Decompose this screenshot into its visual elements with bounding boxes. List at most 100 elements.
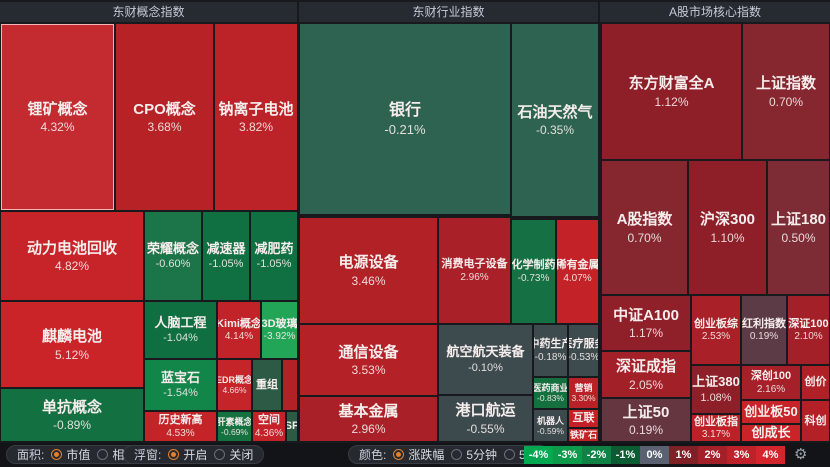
radio-icon[interactable] bbox=[168, 449, 180, 460]
treemap-tile[interactable]: 营销 3.30% bbox=[569, 378, 598, 408]
tile-name: 创业板指 bbox=[694, 415, 738, 428]
tile-name: 银行 bbox=[388, 101, 421, 119]
treemap-tile[interactable] bbox=[283, 360, 297, 410]
tile-value: 4.82% bbox=[54, 259, 90, 274]
scale-segment[interactable]: -4% bbox=[524, 446, 553, 464]
scale-segment[interactable]: 3% bbox=[727, 446, 756, 464]
treemap-tile[interactable]: 上证指数 0.70% bbox=[743, 24, 829, 159]
treemap-tile[interactable]: 基本金属 2.96% bbox=[300, 397, 437, 441]
tile-name: 中证A100 bbox=[613, 306, 679, 324]
tile-name: 减速器 bbox=[206, 240, 246, 256]
treemap-tile[interactable]: 肝素概念 -0.69% bbox=[218, 412, 251, 441]
radio-icon[interactable] bbox=[97, 449, 109, 460]
treemap-tile[interactable]: 电源设备 3.46% bbox=[300, 218, 437, 323]
section-header-concept: 东财概念指数 bbox=[0, 2, 297, 22]
treemap-tile[interactable]: 中证A100 1.17% bbox=[602, 296, 690, 350]
treemap-tile[interactable]: 创业板指 3.17% bbox=[692, 415, 740, 441]
treemap-tile[interactable]: 港口航运 -0.55% bbox=[439, 396, 532, 441]
radio-icon[interactable] bbox=[393, 449, 405, 460]
treemap-tile[interactable]: 红利指数 0.19% bbox=[742, 296, 786, 364]
treemap-tile[interactable]: 深创100 2.16% bbox=[742, 366, 800, 399]
tile-value: 2.10% bbox=[794, 331, 823, 343]
treemap-tile[interactable]: 沪深300 1.10% bbox=[689, 161, 766, 294]
scale-segment[interactable]: 4% bbox=[756, 446, 785, 464]
tile-name: 上证指数 bbox=[755, 75, 816, 93]
scale-segment[interactable]: -1% bbox=[611, 446, 640, 464]
tile-name: EDR概念 bbox=[218, 375, 251, 386]
treemap-tile[interactable]: 麒麟电池 5.12% bbox=[1, 302, 143, 387]
treemap-tile[interactable]: 石油天然气 -0.35% bbox=[512, 24, 598, 216]
treemap-tile[interactable]: 减肥药 -1.05% bbox=[251, 212, 297, 300]
tile-value: 1.12% bbox=[654, 94, 689, 109]
settings-gear-icon[interactable]: ⚙ bbox=[794, 446, 808, 463]
treemap-tile[interactable]: 钠离子电池 3.82% bbox=[215, 24, 297, 210]
treemap-tile[interactable]: 通信设备 3.53% bbox=[300, 325, 437, 395]
scale-segment[interactable]: 1% bbox=[669, 446, 698, 464]
tile-value: -0.83% bbox=[537, 393, 564, 404]
tile-name: 沪深300 bbox=[699, 211, 756, 229]
treemap-tile[interactable]: 创业板综 2.53% bbox=[692, 296, 740, 364]
treemap-tile[interactable]: 科创 bbox=[802, 401, 829, 441]
treemap-tile[interactable]: 锂矿概念 4.32% bbox=[1, 24, 114, 210]
radio-option-5min[interactable]: 5分钟 bbox=[451, 446, 497, 463]
radio-icon[interactable] bbox=[451, 449, 463, 460]
radio-icon[interactable] bbox=[51, 449, 63, 460]
treemap-tile[interactable]: 创价 bbox=[802, 366, 829, 399]
treemap-tile[interactable]: 荣耀概念 -0.60% bbox=[145, 212, 201, 300]
treemap-tile[interactable]: 动力电池回收 4.82% bbox=[1, 212, 143, 300]
radio-option-market-cap[interactable]: 市值 bbox=[51, 446, 90, 463]
tile-value: -0.73% bbox=[517, 272, 550, 284]
treemap-tile[interactable]: 东方财富全A 1.12% bbox=[602, 24, 741, 159]
treemap-tile[interactable]: 深证成指 2.05% bbox=[602, 352, 690, 397]
tile-value: 3.17% bbox=[701, 429, 731, 441]
option-label: 涨跌幅 bbox=[408, 448, 445, 462]
color-label: 颜色: bbox=[359, 448, 387, 462]
treemap-tile[interactable]: 重组 bbox=[253, 360, 281, 410]
treemap-tile[interactable]: 减速器 -1.05% bbox=[203, 212, 249, 300]
tile-value: 0.50% bbox=[781, 230, 816, 245]
treemap-tile[interactable]: 稀有金属 4.07% bbox=[557, 220, 598, 323]
treemap-tile[interactable]: EDR概念 4.66% bbox=[218, 360, 251, 410]
radio-icon[interactable] bbox=[214, 449, 226, 460]
treemap-tile[interactable]: 空间 4.36% bbox=[253, 412, 285, 441]
scale-segment[interactable]: -2% bbox=[582, 446, 611, 464]
radio-option-float-on[interactable]: 开启 bbox=[168, 446, 207, 463]
treemap-tile[interactable]: 银行 -0.21% bbox=[300, 24, 510, 214]
treemap-tile[interactable]: 创成长 bbox=[742, 425, 800, 441]
treemap-tile[interactable]: 航空航天装备 -0.10% bbox=[439, 325, 532, 394]
treemap-tile[interactable]: 铁矿石 bbox=[569, 429, 598, 441]
tile-name: 航空航天装备 bbox=[446, 344, 525, 360]
treemap-tile[interactable]: 历史新高 4.53% bbox=[145, 412, 216, 441]
tile-name: 重组 bbox=[256, 378, 278, 391]
radio-option-change-pct[interactable]: 涨跌幅 bbox=[393, 446, 444, 463]
treemap-tile[interactable]: 消费电子设备 2.96% bbox=[439, 218, 510, 323]
scale-segment[interactable]: -3% bbox=[553, 446, 582, 464]
treemap-tile[interactable]: 创业板50 bbox=[742, 401, 800, 423]
tile-name: 化学制药 bbox=[512, 259, 555, 272]
treemap-tile[interactable]: 中药生产-0.18% bbox=[534, 325, 567, 376]
treemap-tile[interactable]: 单抗概念 -0.89% bbox=[1, 389, 143, 441]
treemap-tile[interactable]: 人脑工程 -1.04% bbox=[145, 302, 216, 358]
treemap-tile[interactable]: 互联 bbox=[569, 410, 598, 427]
treemap-tile[interactable]: 3D玻璃 -3.92% bbox=[262, 302, 297, 358]
treemap-tile[interactable]: A股指数 0.70% bbox=[602, 161, 687, 294]
treemap-tile[interactable]: 深证100 2.10% bbox=[788, 296, 829, 364]
tile-value: -0.35% bbox=[535, 123, 575, 138]
tile-value: 4.66% bbox=[222, 385, 247, 396]
treemap-tile[interactable]: 医药商业 -0.83% bbox=[534, 378, 567, 408]
treemap-tile[interactable]: 化学制药 -0.73% bbox=[512, 220, 555, 323]
treemap-tile[interactable]: 医疗服务-0.53% bbox=[569, 325, 598, 376]
radio-icon[interactable] bbox=[504, 449, 516, 460]
treemap-tile[interactable]: 蓝宝石 -1.54% bbox=[145, 360, 216, 410]
treemap-tile[interactable]: 上证50 0.19% bbox=[602, 399, 690, 441]
treemap-tile[interactable]: 机器人 -0.59% bbox=[534, 410, 567, 441]
treemap-tile[interactable]: SP bbox=[287, 412, 297, 441]
treemap-tile[interactable]: CPO概念 3.68% bbox=[116, 24, 213, 210]
tile-name: 消费电子设备 bbox=[441, 258, 508, 271]
treemap-tile[interactable]: 上证180 0.50% bbox=[768, 161, 829, 294]
treemap-tile[interactable]: 上证380 1.08% bbox=[692, 366, 740, 413]
scale-segment[interactable]: 0% bbox=[640, 446, 669, 464]
scale-segment[interactable]: 2% bbox=[698, 446, 727, 464]
radio-option-float-off[interactable]: 关闭 bbox=[214, 446, 253, 463]
treemap-tile[interactable]: Kimi概念 4.14% bbox=[218, 302, 260, 358]
